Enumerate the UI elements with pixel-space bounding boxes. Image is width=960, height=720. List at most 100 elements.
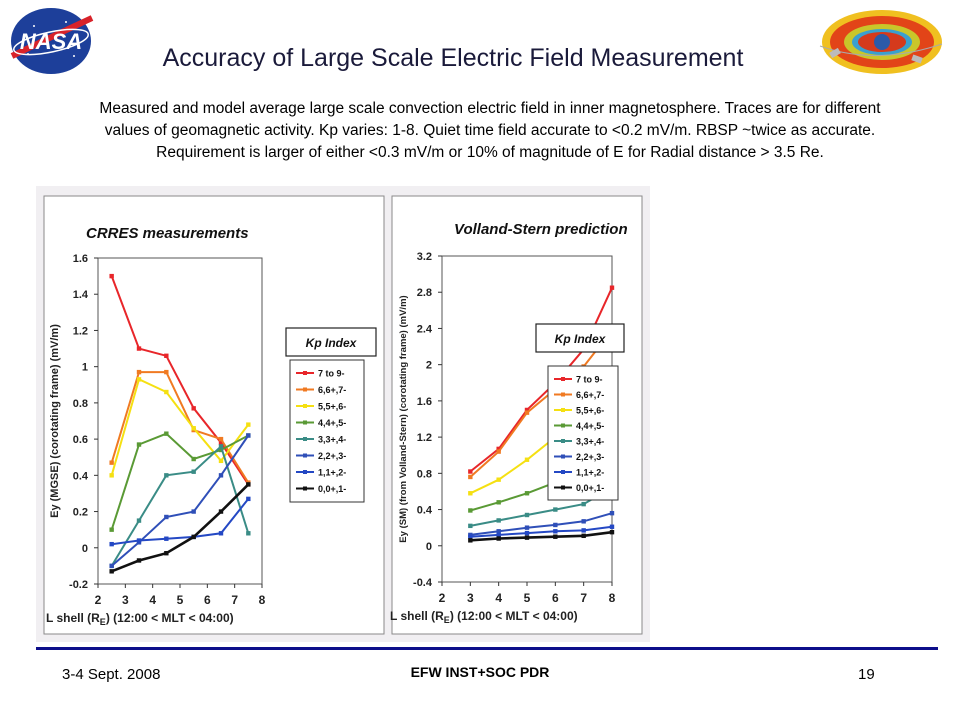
x-tick-label: 4 [149,593,156,607]
legend-title: Kp Index [555,332,607,346]
data-point [218,473,224,478]
data-point [109,460,114,465]
data-point [246,482,251,487]
y-tick-label: 0.8 [73,398,88,410]
series-line [111,483,250,573]
slide-caption: Measured and model average large scale c… [40,98,940,164]
y-tick-label: 1.2 [417,432,432,444]
slide-title: Accuracy of Large Scale Electric Field M… [162,44,744,72]
data-point [136,442,142,447]
data-point [496,536,501,541]
data-point [164,431,169,436]
y-tick-label: 0.4 [73,470,89,482]
data-point [524,535,530,540]
chart-figure: CRRES measurements -0.2 0 0.2 0.4 0.6 0.8 1 1.2 1… [36,186,650,642]
data-point [164,551,169,556]
data-point [191,406,196,411]
y-tick-label: -0.4 [413,577,433,589]
legend-label: 6,6+,7- [576,390,604,400]
logo-text: NASA [20,29,82,54]
legend-marker [561,408,565,412]
data-point [468,469,473,474]
charts-svg: CRRES measurements -0.2 0 0.2 0.4 0.6 0.8 1 1.2 1… [43,195,643,635]
series-line [470,525,613,538]
x-tick-label: 2 [439,591,446,605]
data-point [218,509,224,514]
caption-line: Measured and model average large scale c… [99,100,881,117]
y-tick-label: 2.8 [417,287,432,299]
legend-marker [303,437,307,441]
legend-marker [561,392,565,397]
data-point [581,533,586,539]
y-tick-label: 1.2 [73,325,88,337]
data-point [136,558,142,563]
data-point [164,353,169,358]
data-point [218,458,224,464]
crres-chart: CRRES measurements -0.2 0 0.2 0.4 0.6 0.8 1 1.2 1… [43,195,385,635]
data-point [524,410,530,415]
legend-marker [303,387,307,392]
data-point [191,469,196,474]
legend-label: 2,2+,3- [318,451,346,461]
legend-label: 1,1+,2- [576,468,604,478]
data-point [609,285,615,290]
footer-event: EFW INST+SOC PDR [410,664,550,680]
data-point [218,440,224,445]
data-point [553,534,558,539]
data-point [246,433,251,438]
x-tick-label: 7 [231,593,238,607]
legend-label: 6,6+,7- [318,385,346,395]
data-point [468,474,473,480]
data-point [136,377,142,382]
data-point [164,514,169,520]
x-tick-label: 2 [95,593,102,607]
x-tick-label: 8 [609,591,616,605]
caption-line: Requirement is larger of either <0.3 mV/… [156,144,824,161]
data-point [524,512,530,518]
data-point [581,519,586,524]
data-point [581,501,586,507]
legend-marker [561,423,565,428]
legend-label: 3,3+,4- [318,435,346,445]
legend-marker [303,371,307,375]
legend-label: 4,4+,5- [318,418,346,428]
footer-rule [36,647,938,650]
data-point [218,531,224,536]
data-point [581,528,586,533]
y-tick-label: 0.4 [417,505,433,517]
series-line [110,377,250,476]
data-point [524,407,530,413]
legend-marker [561,439,565,443]
legend-label: 1,1+,2- [318,468,346,478]
x-tick-label: 5 [524,591,531,605]
legend-box [547,365,619,501]
data-point [109,527,114,532]
y-tick-label: 2 [426,360,432,372]
legend-marker [561,377,565,381]
series-line [110,371,250,484]
slide-number: 19 [858,666,875,683]
legend-label: 7 to 9- [318,369,345,379]
series-line [111,434,250,567]
series-line [470,486,613,527]
caption-line: values of geomagnetic activity. Kp varie… [104,122,876,139]
y-axis-label: Ey (SM) (from Volland-Stern) (corotating… [398,295,409,542]
chart-title: Volland-Stern prediction [454,221,628,238]
legend-label: 3,3+,4- [576,437,604,447]
data-point [109,273,114,279]
y-tick-label: 0.6 [73,434,88,446]
data-point [524,525,530,530]
x-tick-label: 7 [580,591,587,605]
legend-label: 7 to 9- [576,375,603,385]
data-point [496,449,501,454]
data-point [164,473,169,478]
data-point [496,532,501,538]
data-point [136,518,142,523]
data-point [496,518,501,523]
data-point [496,529,501,534]
legend-label: 5,5+,6- [576,406,604,416]
data-point [609,524,615,529]
legend-marker [303,453,307,458]
y-tick-label: 2.4 [417,323,433,335]
data-point [136,538,142,543]
